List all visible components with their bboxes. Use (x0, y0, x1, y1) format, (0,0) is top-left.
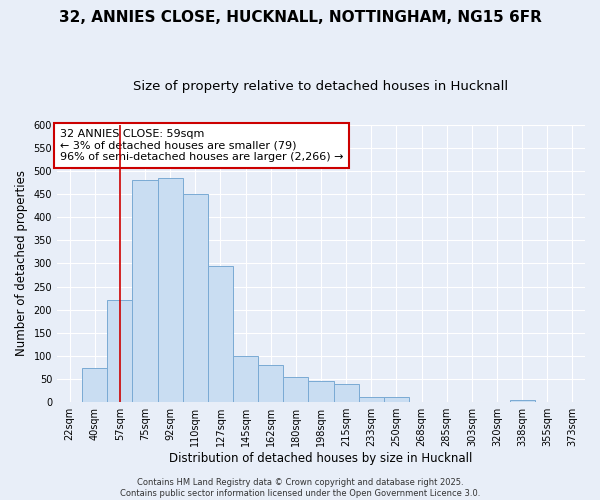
Bar (509, 400, 535, 402)
Text: 32 ANNIES CLOSE: 59sqm
← 3% of detached houses are smaller (79)
96% of semi-deta: 32 ANNIES CLOSE: 59sqm ← 3% of detached … (59, 129, 343, 162)
Y-axis label: Number of detached properties: Number of detached properties (15, 170, 28, 356)
Text: Contains HM Land Registry data © Crown copyright and database right 2025.
Contai: Contains HM Land Registry data © Crown c… (120, 478, 480, 498)
Title: Size of property relative to detached houses in Hucknall: Size of property relative to detached ho… (133, 80, 509, 93)
X-axis label: Distribution of detached houses by size in Hucknall: Distribution of detached houses by size … (169, 452, 473, 465)
Bar (133, 180, 158, 402)
Bar (334, 384, 359, 402)
Bar (258, 365, 283, 402)
Bar (183, 194, 208, 402)
Bar (308, 382, 334, 402)
Bar (384, 396, 409, 402)
Bar (283, 377, 308, 402)
Bar (359, 396, 384, 402)
Bar (233, 356, 258, 402)
Text: 32, ANNIES CLOSE, HUCKNALL, NOTTINGHAM, NG15 6FR: 32, ANNIES CLOSE, HUCKNALL, NOTTINGHAM, … (59, 10, 541, 25)
Bar (82, 368, 107, 402)
Bar (208, 266, 233, 402)
Bar (158, 178, 183, 402)
Bar (107, 300, 133, 402)
